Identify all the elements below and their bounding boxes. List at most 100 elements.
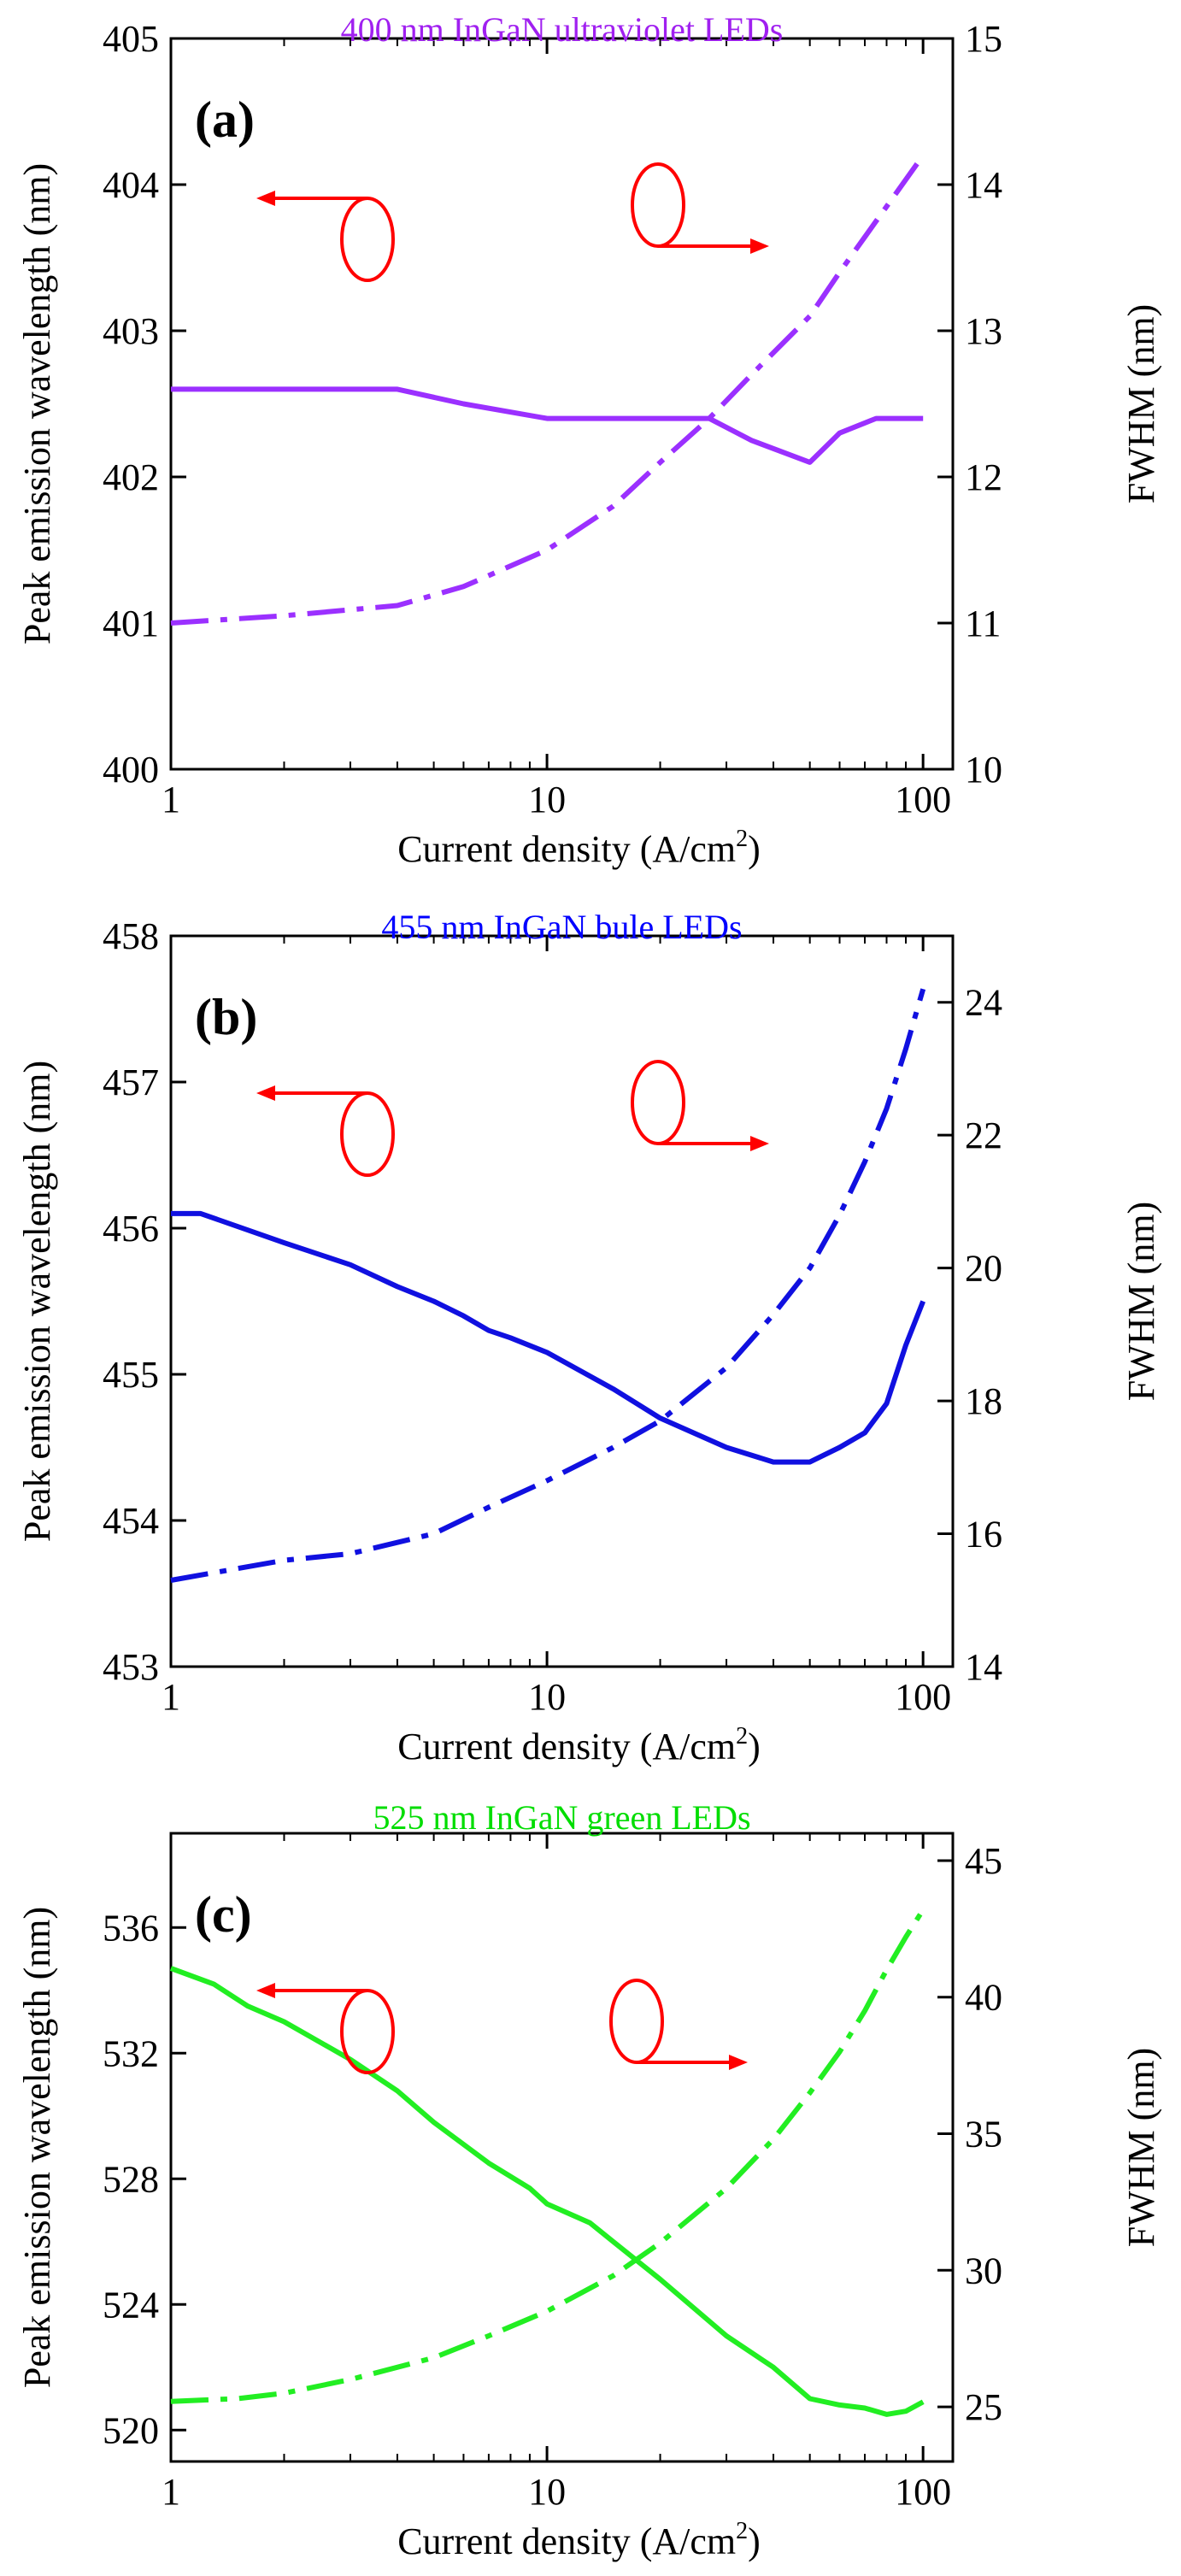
- y-right-tick-label: 35: [965, 2114, 1002, 2155]
- y-right-tick-label: 14: [965, 164, 1002, 206]
- peak-wavelength-point: [283, 1241, 286, 1244]
- fwhm-point: [921, 1908, 925, 1912]
- y-left-tick-label: 400: [103, 749, 159, 791]
- peak-wavelength-point: [545, 2203, 549, 2206]
- fwhm-point: [921, 987, 925, 991]
- y-right-tick-label: 24: [965, 982, 1002, 1024]
- peak-wavelength-point: [487, 1329, 491, 1332]
- peak-wavelength-point: [528, 2186, 532, 2190]
- peak-wavelength-point: [461, 1314, 465, 1318]
- fwhm-point: [885, 1107, 889, 1110]
- chart-title: 455 nm InGaN bule LEDs: [381, 908, 742, 946]
- fwhm-point: [236, 2397, 239, 2401]
- y-left-tick-label: 401: [103, 603, 159, 644]
- panel-label: (a): [195, 91, 255, 148]
- peak-wavelength-point: [588, 2221, 591, 2225]
- peak-wavelength-point: [246, 2004, 250, 2008]
- left-axis-arrow-icon-ellipse: [340, 197, 395, 282]
- fwhm-point: [487, 1506, 491, 1509]
- peak-wavelength-point: [808, 461, 812, 464]
- fwhm-point: [838, 271, 842, 274]
- fwhm-point: [612, 504, 615, 508]
- peak-wavelength-point: [396, 2089, 399, 2092]
- y-right-axis-label: FWHM (nm): [1120, 2048, 1162, 2247]
- y-left-axis-label: Peak emission wavelength (nm): [16, 1061, 58, 1542]
- fwhm-point: [659, 461, 662, 464]
- y-right-axis-label: FWHM (nm): [1120, 304, 1162, 503]
- x-tick-label: 100: [895, 1676, 951, 1718]
- y-left-tick-label: 456: [103, 1208, 159, 1250]
- fwhm-point: [885, 1968, 889, 1972]
- fwhm-point: [725, 1366, 728, 1369]
- left-axis-arrow-icon-head: [256, 1983, 275, 1998]
- y-right-tick-label: 45: [965, 1840, 1002, 1882]
- peak-wavelength-point: [863, 1431, 867, 1434]
- peak-wavelength-point: [885, 2413, 889, 2416]
- fwhm-point: [808, 315, 812, 318]
- panel-b: 1 10 100 453 454 455 456 457 458 14 16 18 20 22 24 Curr…: [16, 908, 1162, 1767]
- y-left-tick-label: 453: [103, 1646, 159, 1688]
- fwhm-point: [659, 1419, 662, 1422]
- peak-wavelength-point: [659, 2278, 662, 2281]
- y-right-axis-label: FWHM (nm): [1120, 1202, 1162, 1401]
- y-right-tick-label: 20: [965, 1248, 1002, 1290]
- right-axis-arrow-icon-head: [750, 238, 769, 254]
- fwhm-point: [838, 2050, 842, 2054]
- peak-wavelength-point: [612, 2240, 615, 2244]
- right-axis-arrow-icon-head: [750, 1136, 769, 1151]
- y-left-tick-label: 536: [103, 1907, 159, 1949]
- peak-wavelength-point: [904, 2409, 908, 2413]
- peak-wavelength-point: [169, 1967, 173, 1970]
- x-axis-label: Current density (A/cm2): [397, 2518, 761, 2562]
- left-axis-arrow-icon-ellipse: [340, 1091, 395, 1177]
- peak-wavelength-point: [838, 2403, 842, 2407]
- fwhm-point: [169, 2400, 173, 2403]
- y-left-tick-label: 405: [103, 18, 159, 60]
- x-tick-label: 10: [528, 2471, 566, 2513]
- x-axis-label: Current density (A/cm2): [397, 1723, 761, 1767]
- peak-wavelength-point: [921, 1300, 925, 1303]
- fwhm-point: [432, 1532, 436, 1536]
- peak-wavelength-point: [659, 417, 662, 421]
- fwhm-point: [750, 373, 754, 376]
- series-line-peak-wavelength: [171, 1210, 925, 1465]
- peak-wavelength-point: [432, 1300, 436, 1303]
- fwhm-point: [461, 585, 465, 588]
- fwhm-point: [772, 1313, 775, 1316]
- fwhm-point: [725, 2186, 728, 2190]
- peak-wavelength-point: [772, 2366, 775, 2369]
- peak-wavelength-point: [283, 387, 286, 391]
- fwhm-point: [487, 2334, 491, 2338]
- fwhm-point: [545, 549, 549, 552]
- panel-label: (c): [195, 1886, 252, 1943]
- fwhm-point: [904, 1047, 908, 1050]
- right-axis-arrow-icon-ellipse: [609, 1979, 664, 2064]
- peak-wavelength-point: [838, 432, 842, 435]
- peak-wavelength-point: [545, 417, 549, 421]
- x-tick-label: 1: [162, 1676, 180, 1718]
- y-right-tick-label: 12: [965, 456, 1002, 498]
- peak-wavelength-point: [283, 2020, 286, 2024]
- peak-wavelength-point: [612, 1387, 615, 1391]
- series-line-fwhm: [170, 154, 925, 626]
- x-tick-label: 1: [162, 2471, 180, 2513]
- fwhm-point: [283, 1559, 286, 1562]
- y-right-tick-label: 10: [965, 749, 1002, 791]
- right-axis-arrow-icon-head: [729, 2055, 748, 2070]
- y-right-tick-label: 30: [965, 2250, 1002, 2291]
- peak-wavelength-point: [461, 403, 465, 406]
- chart-title: 525 nm InGaN green LEDs: [373, 1798, 750, 1837]
- fwhm-point: [545, 1479, 549, 1482]
- plot-frame: [169, 1832, 955, 2463]
- y-right-tick-label: 40: [965, 1977, 1002, 2019]
- peak-wavelength-point: [863, 2407, 867, 2410]
- plot-frame: [169, 37, 955, 771]
- peak-wavelength-point: [169, 387, 173, 391]
- peak-wavelength-point: [487, 2161, 491, 2165]
- y-left-tick-label: 528: [103, 2158, 159, 2200]
- peak-wavelength-point: [904, 1344, 908, 1347]
- y-left-tick-label: 403: [103, 310, 159, 352]
- peak-wavelength-point: [808, 2397, 812, 2401]
- y-left-tick-label: 454: [103, 1500, 159, 1542]
- y-left-axis-label: Peak emission wavelength (nm): [16, 163, 58, 644]
